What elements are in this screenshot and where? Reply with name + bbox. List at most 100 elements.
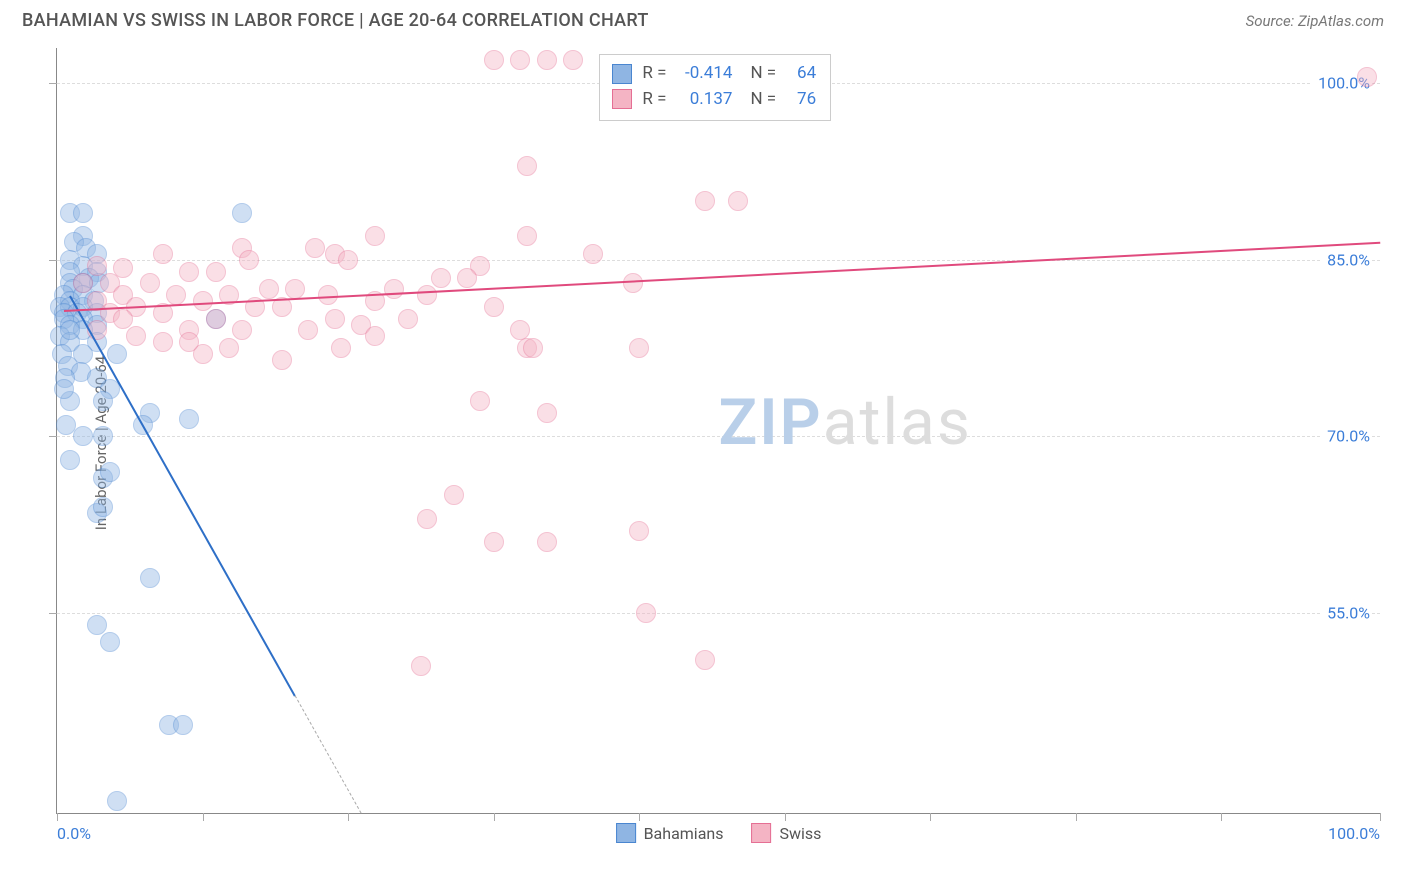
- data-point: [179, 409, 199, 429]
- data-point: [206, 309, 226, 329]
- y-tick-label: 85.0%: [1321, 250, 1370, 269]
- data-point: [444, 485, 464, 505]
- legend-item: Swiss: [751, 823, 821, 843]
- data-point: [153, 332, 173, 352]
- data-point: [193, 291, 213, 311]
- data-point: [166, 285, 186, 305]
- legend-label: Bahamians: [644, 824, 724, 843]
- data-point: [73, 273, 93, 293]
- x-tick: [1380, 813, 1381, 821]
- watermark: ZIPatlas: [719, 385, 972, 460]
- data-point: [93, 497, 113, 517]
- chart-title: BAHAMIAN VS SWISS IN LABOR FORCE | AGE 2…: [22, 10, 649, 31]
- data-point: [623, 273, 643, 293]
- data-point: [695, 650, 715, 670]
- x-tick: [785, 813, 786, 821]
- data-point: [219, 338, 239, 358]
- data-point: [583, 244, 603, 264]
- data-point: [100, 632, 120, 652]
- data-point: [629, 521, 649, 541]
- bottom-legend: Bahamians Swiss: [616, 823, 822, 843]
- data-point: [510, 50, 530, 70]
- data-point: [365, 326, 385, 346]
- data-point: [523, 338, 543, 358]
- data-point: [398, 309, 418, 329]
- data-point: [179, 262, 199, 282]
- data-point: [73, 203, 93, 223]
- data-point: [298, 320, 318, 340]
- chart-area: In Labor Force | Age 20-64 55.0%70.0%85.…: [20, 44, 1384, 842]
- legend-swatch: [612, 64, 632, 84]
- x-tick: [348, 813, 349, 821]
- data-point: [87, 615, 107, 635]
- x-tick: [494, 813, 495, 821]
- data-point: [470, 391, 490, 411]
- data-point: [285, 279, 305, 299]
- legend-swatch: [616, 823, 636, 843]
- data-point: [537, 403, 557, 423]
- data-point: [484, 50, 504, 70]
- data-point: [636, 603, 656, 623]
- data-point: [60, 320, 80, 340]
- stats-legend: R =-0.414N =64R =0.137N =76: [599, 54, 831, 121]
- data-point: [517, 156, 537, 176]
- data-point: [331, 338, 351, 358]
- data-point: [179, 332, 199, 352]
- x-tick: [1221, 813, 1222, 821]
- legend-label: Swiss: [779, 824, 821, 843]
- data-point: [629, 338, 649, 358]
- data-point: [73, 426, 93, 446]
- data-point: [417, 509, 437, 529]
- stats-row: R =0.137N =76: [612, 87, 816, 113]
- data-point: [239, 250, 259, 270]
- data-point: [173, 715, 193, 735]
- gridline-h: [57, 436, 1380, 437]
- data-point: [140, 273, 160, 293]
- data-point: [153, 244, 173, 264]
- stat-r-value: 0.137: [676, 87, 732, 113]
- y-tick-label: 70.0%: [1321, 427, 1370, 446]
- trend-line-extrapolated: [295, 696, 362, 814]
- data-point: [537, 532, 557, 552]
- data-point: [517, 226, 537, 246]
- data-point: [93, 426, 113, 446]
- stat-n-label: N =: [750, 87, 776, 113]
- data-point: [695, 191, 715, 211]
- legend-item: Bahamians: [616, 823, 724, 843]
- data-point: [259, 279, 279, 299]
- data-point: [113, 309, 133, 329]
- x-tick-label: 0.0%: [57, 824, 91, 843]
- data-point: [338, 250, 358, 270]
- data-point: [232, 320, 252, 340]
- stats-row: R =-0.414N =64: [612, 61, 816, 87]
- data-point: [272, 350, 292, 370]
- data-point: [563, 50, 583, 70]
- legend-swatch: [612, 89, 632, 109]
- stat-r-value: -0.414: [676, 61, 732, 87]
- stat-r-label: R =: [642, 87, 666, 113]
- x-tick: [639, 813, 640, 821]
- data-point: [126, 326, 146, 346]
- data-point: [457, 268, 477, 288]
- stat-n-label: N =: [750, 61, 776, 87]
- data-point: [728, 191, 748, 211]
- x-tick-label: 100.0%: [1328, 824, 1380, 843]
- data-point: [93, 391, 113, 411]
- stat-n-value: 64: [786, 61, 816, 87]
- gridline-h: [57, 613, 1380, 614]
- x-tick: [1076, 813, 1077, 821]
- plot-region: 55.0%70.0%85.0%100.0%0.0%100.0%ZIPatlasR…: [56, 48, 1380, 814]
- data-point: [411, 656, 431, 676]
- legend-swatch: [751, 823, 771, 843]
- data-point: [107, 791, 127, 811]
- data-point: [325, 309, 345, 329]
- data-point: [384, 279, 404, 299]
- y-tick-label: 55.0%: [1321, 603, 1370, 622]
- data-point: [140, 568, 160, 588]
- data-point: [54, 379, 74, 399]
- x-tick: [57, 813, 58, 821]
- data-point: [232, 203, 252, 223]
- data-point: [484, 297, 504, 317]
- data-point: [1357, 67, 1377, 87]
- data-point: [305, 238, 325, 258]
